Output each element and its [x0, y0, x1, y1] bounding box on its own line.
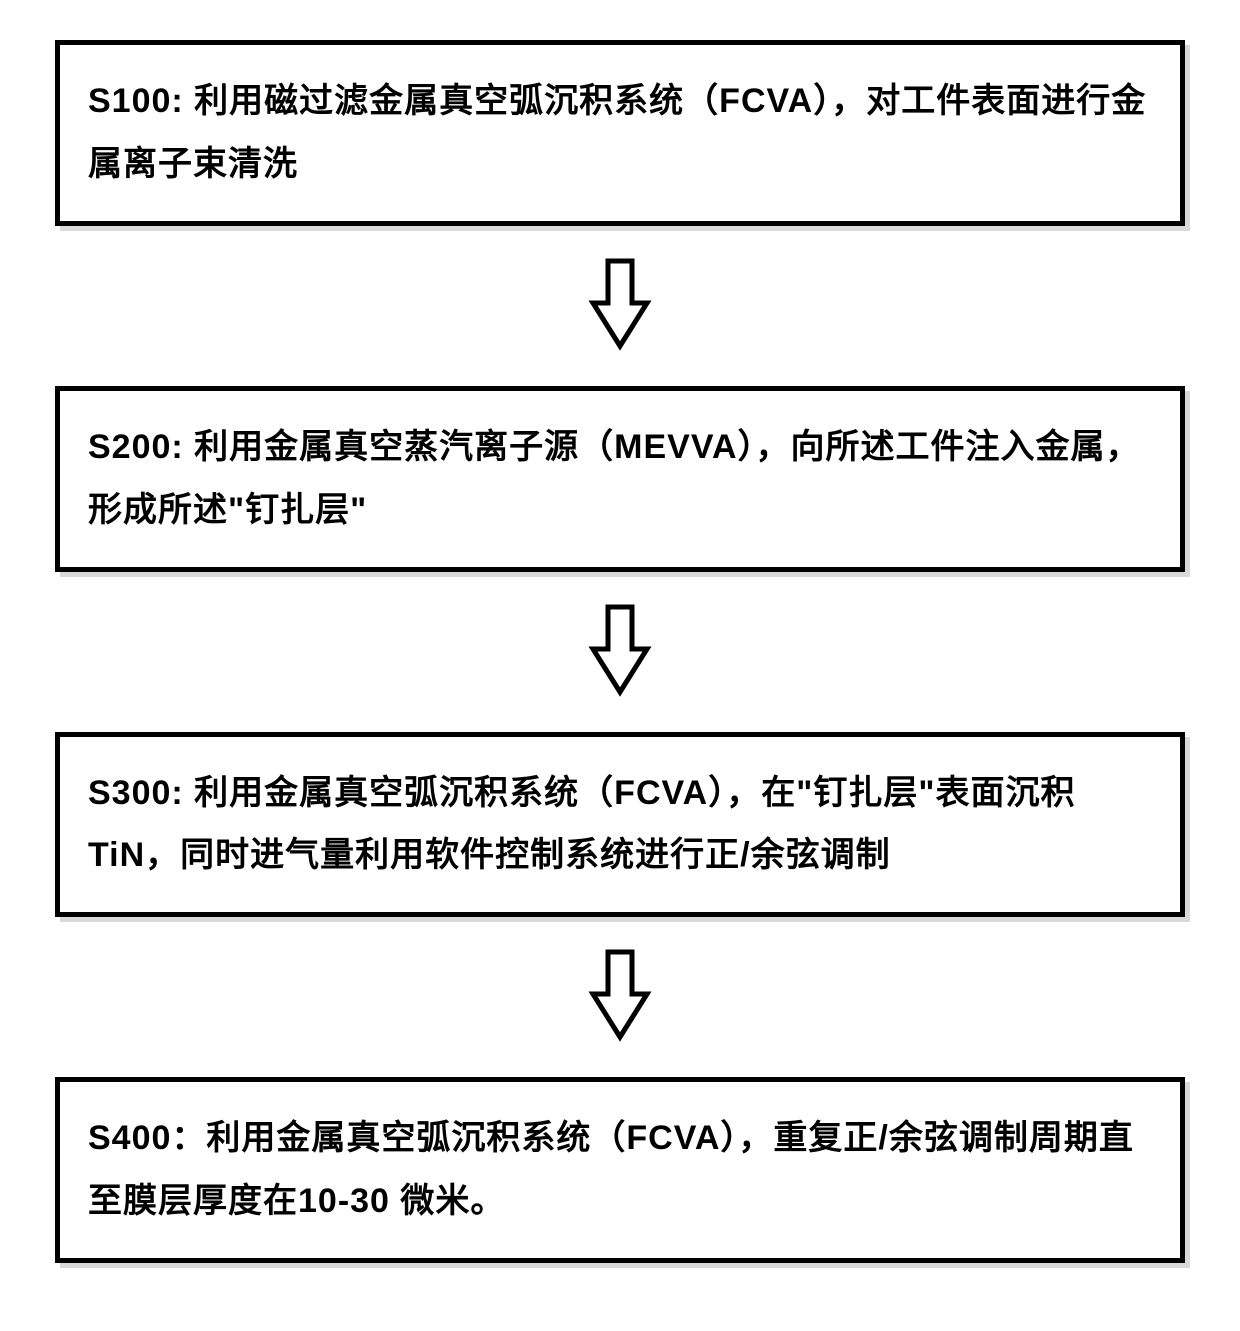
flowchart-node-s400: S400：利用金属真空弧沉积系统（FCVA），重复正/余弦调制周期直至膜层厚度在… [55, 1077, 1185, 1263]
flowchart-container: S100: 利用磁过滤金属真空弧沉积系统（FCVA），对工件表面进行金属离子束清… [50, 40, 1190, 1263]
arrow-s100-s200 [585, 256, 655, 351]
node-text: S300: 利用金属真空弧沉积系统（FCVA），在"钉扎层"表面沉积TiN，同时… [88, 762, 1152, 888]
down-arrow-icon [585, 947, 655, 1042]
node-text: S200: 利用金属真空蒸汽离子源（MEVVA），向所述工件注入金属，形成所述"… [88, 416, 1152, 542]
node-text: S400：利用金属真空弧沉积系统（FCVA），重复正/余弦调制周期直至膜层厚度在… [88, 1107, 1152, 1233]
arrow-s200-s300 [585, 602, 655, 697]
flowchart-node-s300: S300: 利用金属真空弧沉积系统（FCVA），在"钉扎层"表面沉积TiN，同时… [55, 732, 1185, 918]
down-arrow-icon [585, 256, 655, 351]
flowchart-node-s200: S200: 利用金属真空蒸汽离子源（MEVVA），向所述工件注入金属，形成所述"… [55, 386, 1185, 572]
arrow-s300-s400 [585, 947, 655, 1042]
down-arrow-icon [585, 602, 655, 697]
node-text: S100: 利用磁过滤金属真空弧沉积系统（FCVA），对工件表面进行金属离子束清… [88, 70, 1152, 196]
flowchart-node-s100: S100: 利用磁过滤金属真空弧沉积系统（FCVA），对工件表面进行金属离子束清… [55, 40, 1185, 226]
